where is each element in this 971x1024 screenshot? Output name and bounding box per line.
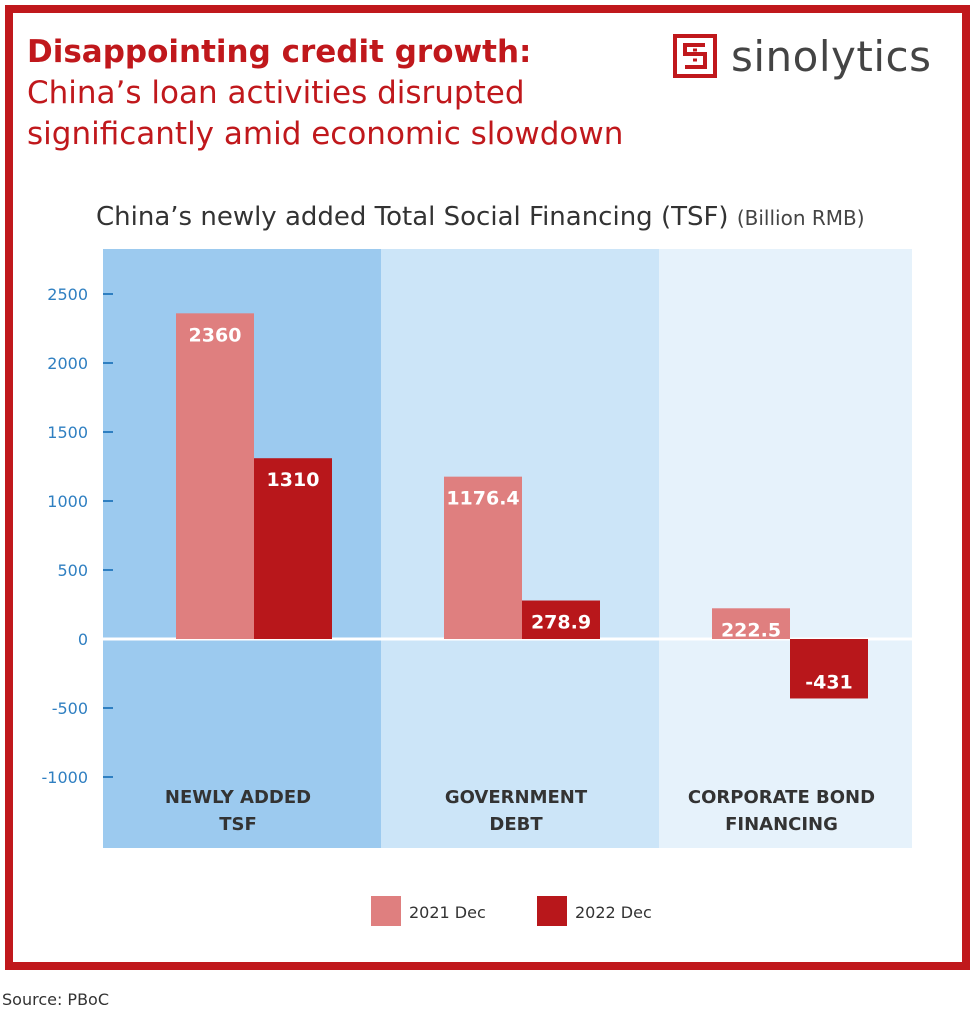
bar xyxy=(254,458,332,639)
bar-value-label: 2360 xyxy=(189,324,242,346)
category-label: FINANCING xyxy=(725,814,838,835)
y-tick-label: -500 xyxy=(52,699,88,718)
bar-value-label: 1310 xyxy=(267,469,320,491)
bar-value-label: 222.5 xyxy=(721,619,781,641)
bar xyxy=(712,608,790,639)
bar xyxy=(444,476,522,639)
bar xyxy=(176,313,254,639)
sinolytics-logo-icon xyxy=(673,34,717,78)
chart-title-text: China’s newly added Total Social Financi… xyxy=(96,202,729,232)
y-tick-label: -1000 xyxy=(42,768,89,787)
legend-label: 2022 Dec xyxy=(575,903,652,922)
brand-logo: sinolytics xyxy=(673,30,932,82)
y-tick-label: 1500 xyxy=(47,423,88,442)
y-tick-label: 2000 xyxy=(47,354,88,373)
legend-label: 2021 Dec xyxy=(409,903,486,922)
category-label: CORPORATE BOND xyxy=(688,787,875,808)
category-label: TSF xyxy=(219,814,257,835)
bar-value-label: 278.9 xyxy=(531,612,591,634)
chart-title: China’s newly added Total Social Financi… xyxy=(96,202,865,232)
headline-lead: Disappointing credit growth: xyxy=(27,34,532,70)
bar xyxy=(522,600,600,639)
legend-swatch xyxy=(537,896,567,926)
chart-unit: (Billion RMB) xyxy=(736,206,865,230)
category-label: GOVERNMENT xyxy=(445,787,588,808)
y-tick-label: 2500 xyxy=(47,285,88,304)
y-tick-label: 1000 xyxy=(47,492,88,511)
logo-text: sinolytics xyxy=(731,31,932,81)
y-tick-label: 0 xyxy=(78,630,88,649)
bar-value-label: 1176.4 xyxy=(446,488,519,510)
bar-value-label: -431 xyxy=(805,671,853,693)
y-tick-label: 500 xyxy=(57,561,88,580)
category-label: NEWLY ADDED xyxy=(165,787,311,808)
bar xyxy=(790,639,868,699)
legend-swatch xyxy=(371,896,401,926)
headline-rest: China’s loan activities disrupted signif… xyxy=(27,75,624,152)
source-note: Source: PBoC xyxy=(2,990,110,1009)
category-label: DEBT xyxy=(489,814,543,835)
category-panel xyxy=(659,249,912,848)
headline: Disappointing credit growth: China’s loa… xyxy=(27,32,647,155)
